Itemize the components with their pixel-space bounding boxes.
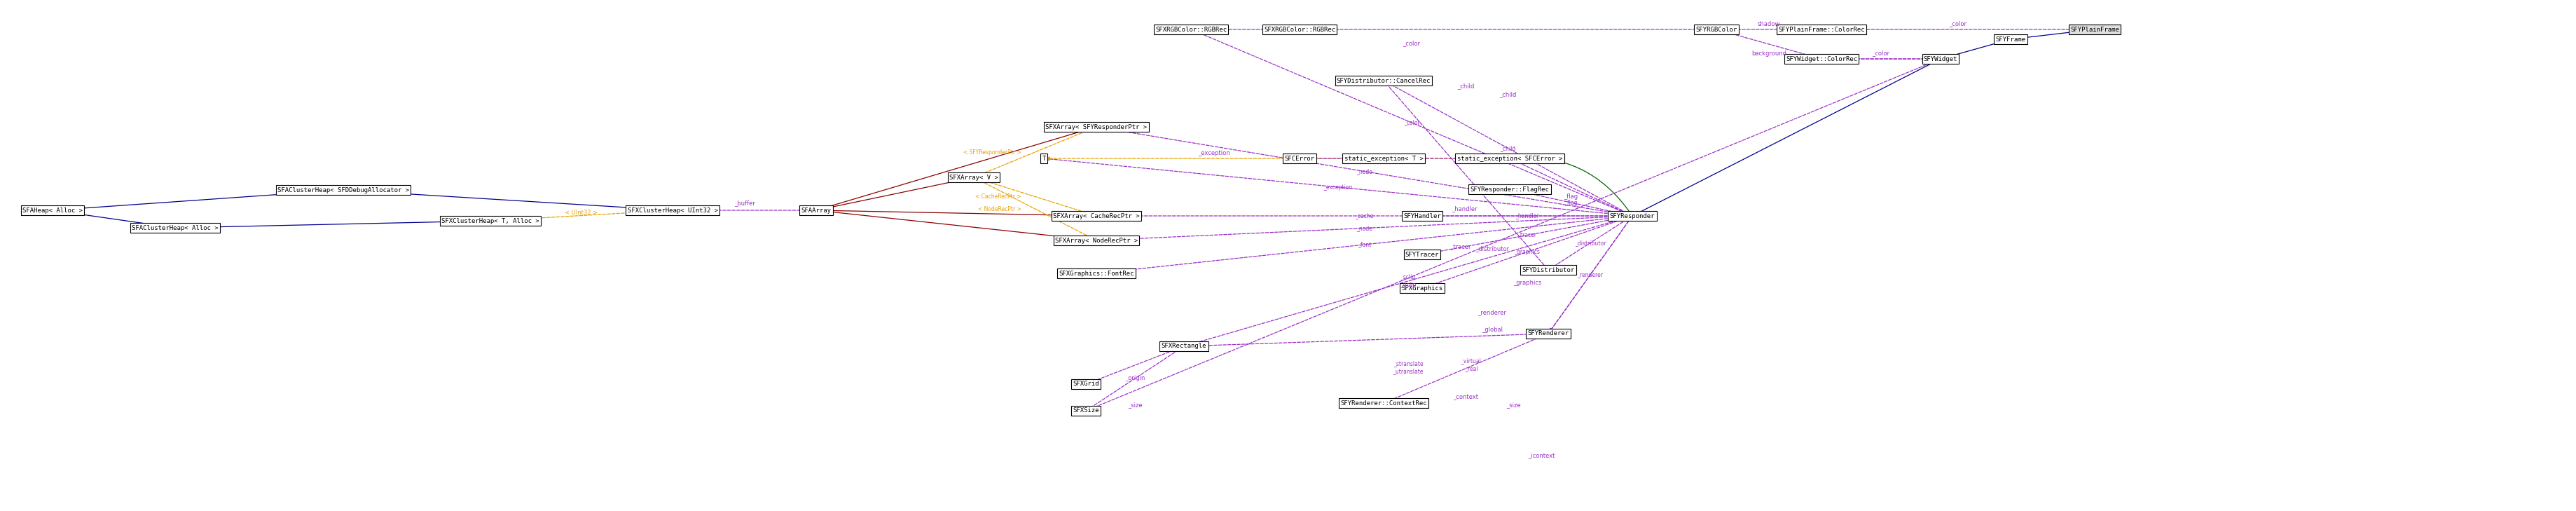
- Text: _virtual
_real: _virtual _real: [1461, 358, 1481, 371]
- Text: SFCError: SFCError: [1285, 155, 1314, 161]
- Text: < UInt32 >: < UInt32 >: [564, 209, 598, 216]
- Text: _icontext: _icontext: [1528, 452, 1556, 459]
- Text: _handler: _handler: [1515, 213, 1538, 219]
- Text: SFXRGBColor::RGBRec: SFXRGBColor::RGBRec: [1265, 26, 1334, 33]
- Text: SFYResponder::FlagRec: SFYResponder::FlagRec: [1471, 186, 1548, 193]
- Text: _node: _node: [1358, 225, 1373, 231]
- Text: _sclip
_uclip: _sclip _uclip: [1401, 274, 1417, 288]
- Text: _flag: _flag: [1564, 199, 1577, 206]
- Text: < SFYResponderPtr >: < SFYResponderPtr >: [963, 149, 1020, 155]
- Text: _origin: _origin: [1126, 376, 1144, 382]
- Text: _buffer: _buffer: [734, 200, 755, 206]
- Text: SFXRGBColor::RGBRec: SFXRGBColor::RGBRec: [1154, 26, 1226, 33]
- Text: SFXArray< NodeRecPtr >: SFXArray< NodeRecPtr >: [1056, 237, 1139, 244]
- Text: _global: _global: [1481, 327, 1502, 333]
- Text: SFXGrid: SFXGrid: [1072, 381, 1100, 387]
- Text: _tracer: _tracer: [1517, 232, 1538, 238]
- Text: background: background: [1752, 50, 1788, 56]
- Text: < NodeRecPtr >: < NodeRecPtr >: [979, 206, 1020, 212]
- Text: _color: _color: [1873, 50, 1891, 56]
- Text: SFXArray< SFYResponderPtr >: SFXArray< SFYResponderPtr >: [1046, 124, 1146, 130]
- Text: SFYTracer: SFYTracer: [1406, 251, 1440, 258]
- Text: SFXClusterHeap< UInt32 >: SFXClusterHeap< UInt32 >: [629, 207, 719, 214]
- Text: SFXGraphics: SFXGraphics: [1401, 285, 1443, 291]
- Text: SFYPlainFrame: SFYPlainFrame: [2071, 26, 2120, 33]
- Text: _child: _child: [1499, 91, 1517, 98]
- Text: SFYHandler: SFYHandler: [1404, 213, 1440, 219]
- Text: _distributor: _distributor: [1574, 240, 1605, 246]
- Text: _graphics: _graphics: [1512, 280, 1540, 286]
- Text: SFXClusterHeap< T, Alloc >: SFXClusterHeap< T, Alloc >: [440, 218, 538, 224]
- Text: _child: _child: [1458, 83, 1473, 89]
- Text: SFYPlainFrame::ColorRec: SFYPlainFrame::ColorRec: [1777, 26, 1865, 33]
- Text: SFAClusterHeap< SFDDebugAllocator >: SFAClusterHeap< SFDDebugAllocator >: [278, 187, 410, 193]
- Text: _stranslate
_utranslate: _stranslate _utranslate: [1394, 360, 1425, 374]
- Text: _exception: _exception: [1324, 184, 1352, 190]
- Text: _distributor: _distributor: [1476, 246, 1510, 252]
- Text: T: T: [1041, 155, 1046, 161]
- Text: _tracer: _tracer: [1450, 244, 1471, 250]
- Text: _graphics: _graphics: [1515, 249, 1540, 255]
- Text: _context: _context: [1453, 394, 1479, 401]
- Text: _child: _child: [1499, 145, 1515, 151]
- Text: SFAArray: SFAArray: [801, 207, 832, 214]
- Text: SFXSize: SFXSize: [1072, 408, 1100, 414]
- Text: SFXArray< V >: SFXArray< V >: [951, 174, 999, 180]
- Text: _color: _color: [1404, 40, 1419, 47]
- Text: SFXRectangle: SFXRectangle: [1162, 343, 1206, 350]
- Text: _renderer: _renderer: [1479, 310, 1507, 316]
- Text: SFAHeap< Alloc >: SFAHeap< Alloc >: [23, 207, 82, 214]
- Text: SFYWidget: SFYWidget: [1924, 56, 1958, 62]
- Text: SFXGraphics::FontRec: SFXGraphics::FontRec: [1059, 270, 1133, 276]
- Text: _font: _font: [1358, 242, 1370, 248]
- Text: < CacheRecPtr >: < CacheRecPtr >: [976, 194, 1020, 200]
- Text: _cache: _cache: [1355, 213, 1373, 219]
- Text: _node: _node: [1358, 168, 1373, 175]
- Text: static_exception< SFCError >: static_exception< SFCError >: [1458, 155, 1564, 161]
- Text: _color: _color: [1950, 20, 1968, 27]
- Text: SFYResponder: SFYResponder: [1610, 213, 1654, 219]
- Text: SFYWidget::ColorRec: SFYWidget::ColorRec: [1785, 56, 1857, 62]
- Text: _flag: _flag: [1564, 193, 1579, 199]
- Text: _size: _size: [1507, 402, 1520, 408]
- Text: _renderer: _renderer: [1577, 272, 1602, 278]
- Text: SFYRGBColor: SFYRGBColor: [1695, 26, 1736, 33]
- Text: shadow: shadow: [1757, 20, 1780, 27]
- Text: SFYFrame: SFYFrame: [1996, 36, 2025, 42]
- Text: SFYRenderer::ContextRec: SFYRenderer::ContextRec: [1340, 400, 1427, 406]
- Text: static_exception< T >: static_exception< T >: [1345, 155, 1422, 161]
- Text: _exception: _exception: [1198, 150, 1229, 156]
- Text: _color: _color: [1404, 120, 1419, 126]
- Text: _handler: _handler: [1450, 206, 1476, 212]
- Text: SFYRenderer: SFYRenderer: [1528, 331, 1569, 337]
- Text: SFYDistributor::CancelRec: SFYDistributor::CancelRec: [1337, 78, 1430, 84]
- Text: _size: _size: [1128, 402, 1141, 408]
- Text: SFAClusterHeap< Alloc >: SFAClusterHeap< Alloc >: [131, 225, 219, 231]
- Text: SFYDistributor: SFYDistributor: [1522, 267, 1574, 273]
- Text: SFXArray< CacheRecPtr >: SFXArray< CacheRecPtr >: [1054, 213, 1139, 219]
